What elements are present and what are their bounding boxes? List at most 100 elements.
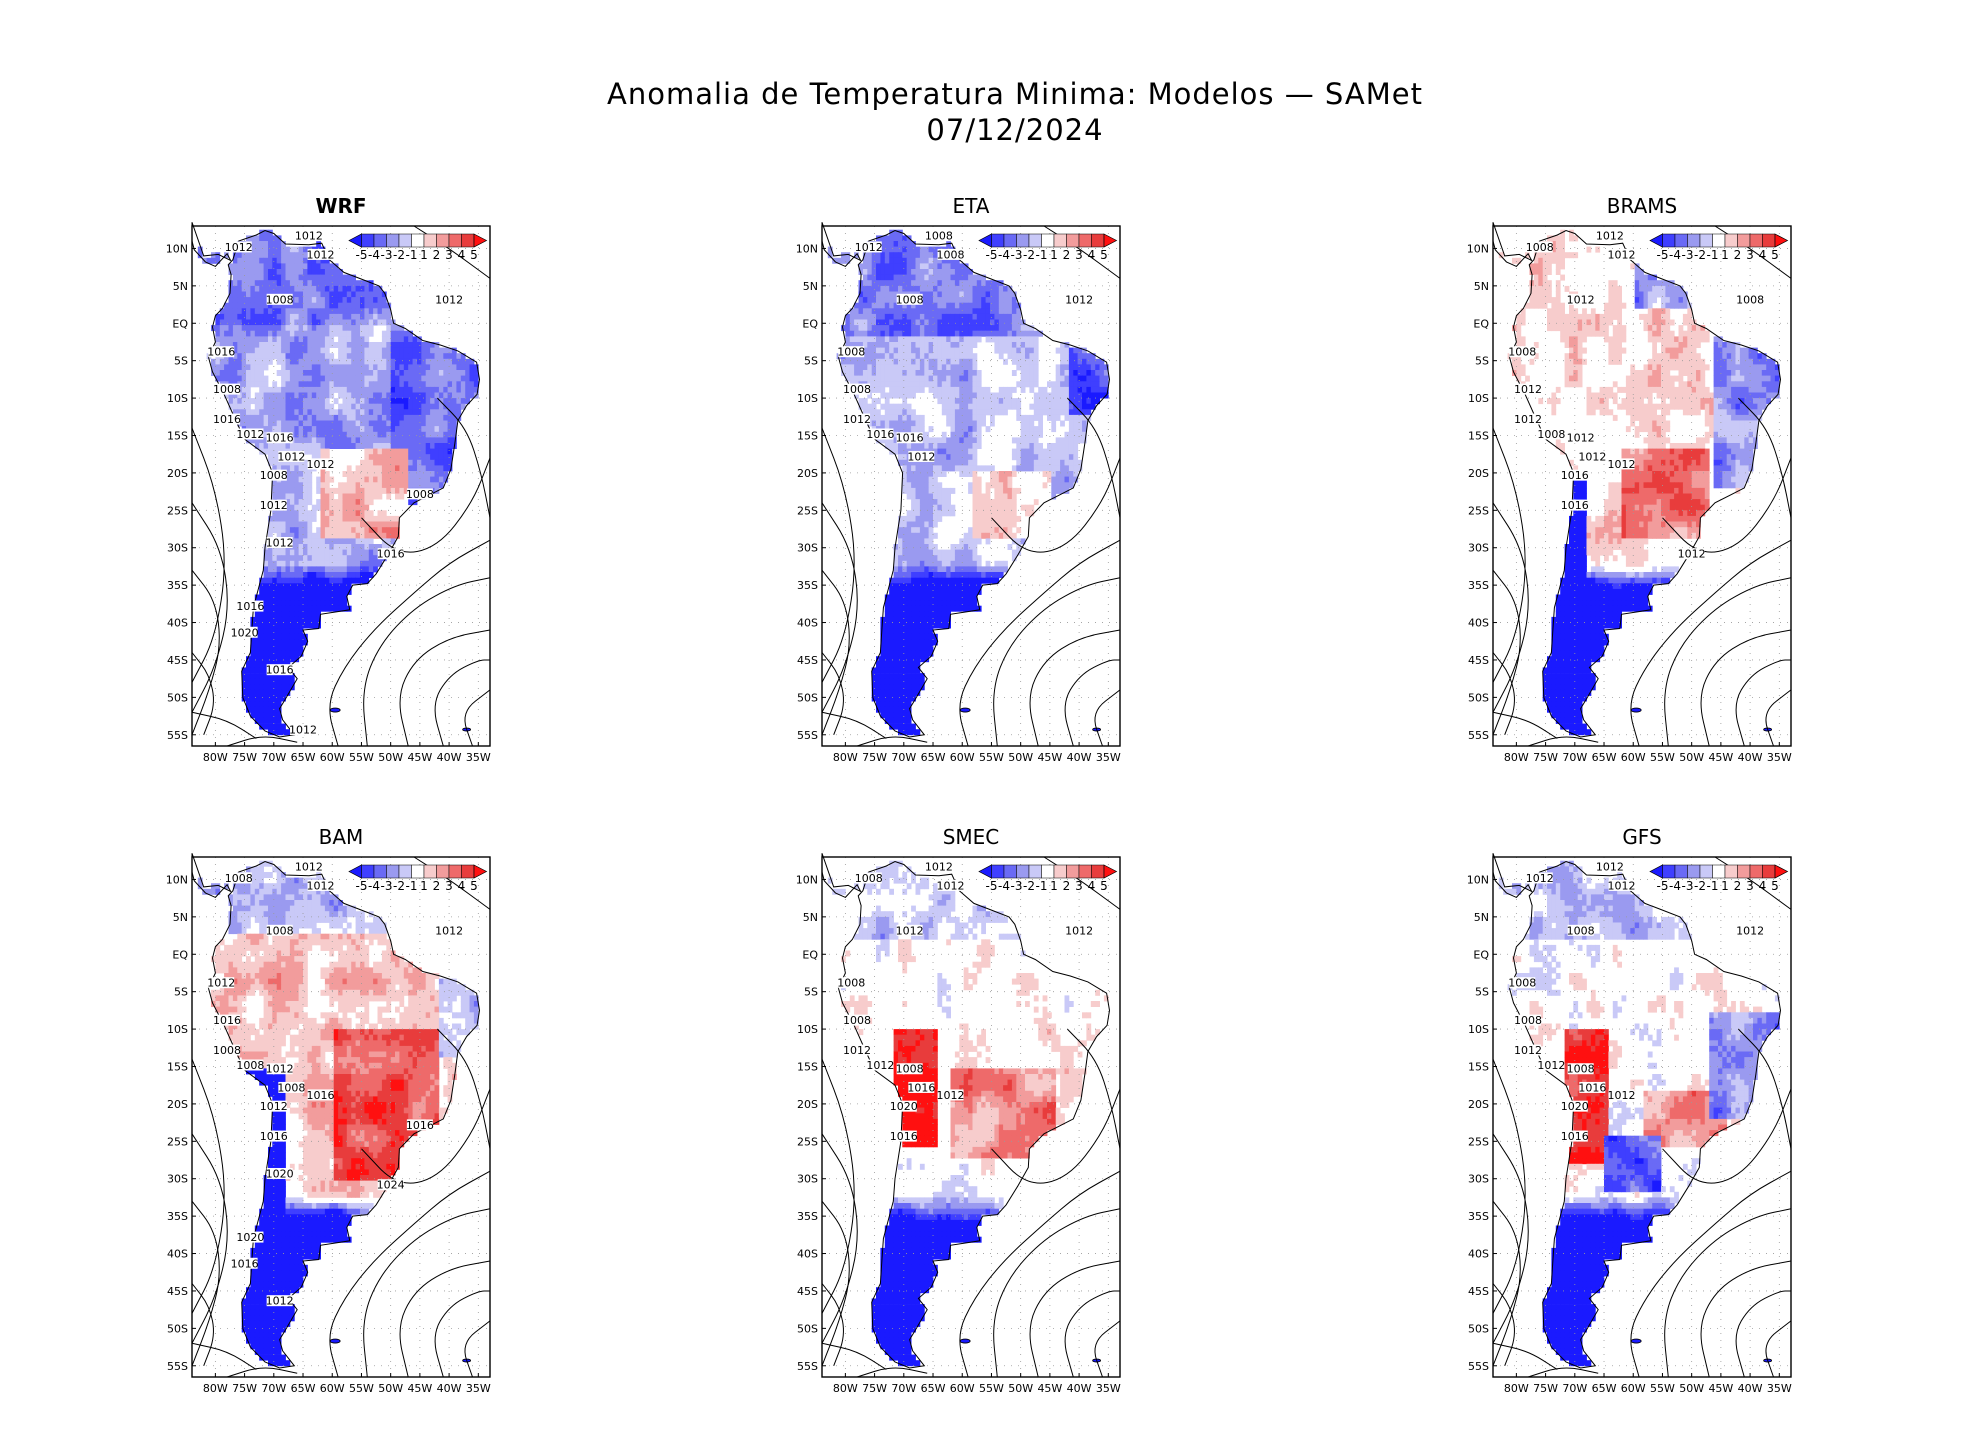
- lon-tick-label: 50W: [1008, 751, 1033, 764]
- isobar-label: 1008: [1508, 977, 1536, 990]
- lon-tick-label: 55W: [979, 1382, 1004, 1395]
- lat-tick-label: 35S: [797, 579, 818, 592]
- colorbar-label: 1: [420, 248, 428, 262]
- lon-tick-label: 35W: [466, 751, 491, 764]
- lat-tick-label: 30S: [1468, 542, 1489, 555]
- lon-tick-label: 55W: [1650, 751, 1675, 764]
- isobar-label: 1008: [266, 924, 294, 937]
- isobar-label: 1016: [890, 1130, 918, 1143]
- colorbar-label: -4: [368, 248, 380, 262]
- colorbar-label: -5: [986, 248, 998, 262]
- lat-tick-label: 45S: [167, 654, 188, 667]
- lon-tick-label: 70W: [1562, 751, 1587, 764]
- colorbar-label: 3: [1746, 248, 1754, 262]
- lon-tick-label: 65W: [291, 751, 316, 764]
- isobar-label: 1012: [266, 1295, 294, 1308]
- colorbar-label: 5: [470, 879, 478, 893]
- lon-tick-label: 55W: [979, 751, 1004, 764]
- lat-tick-label: 10S: [167, 392, 188, 405]
- colorbar-label: -5: [1657, 248, 1669, 262]
- isobar-label: 1012: [937, 879, 965, 892]
- lat-tick-label: 50S: [797, 691, 818, 704]
- isobar-label: 1012: [1578, 450, 1606, 463]
- lon-tick-label: 70W: [891, 1382, 916, 1395]
- lat-axis: 10N 5N EQ 5S 10S 15S 20S 25S 30S 35S 40S 45S 50S 55S: [166, 242, 196, 742]
- lat-tick-label: EQ: [802, 948, 818, 961]
- lon-tick-label: 45W: [407, 1382, 432, 1395]
- map-frame: [191, 856, 491, 1378]
- coastline: [837, 229, 1111, 738]
- isobar-label: 1016: [213, 413, 241, 426]
- isobar-label: 1012: [907, 450, 935, 463]
- figure-title-line1: Anomalia de Temperatura Minima: Modelos …: [607, 77, 1423, 111]
- isobar-label: 1016: [231, 1257, 259, 1270]
- lat-tick-label: 50S: [1468, 691, 1489, 704]
- colorbar-label: -2: [393, 879, 405, 893]
- map-grid: [822, 226, 1120, 746]
- lon-tick-label: 40W: [437, 1382, 462, 1395]
- lon-tick-label: 60W: [320, 751, 345, 764]
- colorbar-label: -1: [406, 879, 418, 893]
- lat-tick-label: 15S: [1468, 1060, 1489, 1073]
- lat-tick-label: 45S: [1468, 1285, 1489, 1298]
- lon-tick-label: 35W: [1096, 751, 1121, 764]
- isobar-label: 1008: [837, 346, 865, 359]
- colorbar-label: 4: [458, 248, 466, 262]
- lon-tick-label: 80W: [1504, 751, 1529, 764]
- isobar-label: 1008: [855, 872, 883, 885]
- lon-tick-label: 60W: [320, 1382, 345, 1395]
- anomaly-field: [197, 229, 479, 736]
- lat-tick-label: 10N: [166, 242, 188, 255]
- lon-tick-label: 70W: [261, 1382, 286, 1395]
- isobar-label: 1012: [1608, 248, 1636, 261]
- colorbar-label: -3: [1682, 248, 1694, 262]
- isobar-label: 1008: [213, 1044, 241, 1057]
- colorbar-label: 1: [420, 879, 428, 893]
- colorbar-label: -3: [1011, 879, 1023, 893]
- isobar-label: 1016: [377, 548, 405, 561]
- isobar-label: 1012: [277, 450, 305, 463]
- lon-tick-label: 80W: [1504, 1382, 1529, 1395]
- isobar-label: 1012: [1608, 1089, 1636, 1102]
- lat-axis: 10N 5N EQ 5S 10S 15S 20S 25S 30S 35S 40S 45S 50S 55S: [166, 873, 196, 1373]
- isobar-label: 1012: [1608, 879, 1636, 892]
- colorbar-label: -1: [1036, 879, 1048, 893]
- lat-tick-label: 10N: [166, 873, 188, 886]
- lon-tick-label: 65W: [921, 1382, 946, 1395]
- colorbar-label: -3: [1682, 879, 1694, 893]
- lat-tick-label: 5N: [173, 911, 188, 924]
- lat-tick-label: 30S: [797, 1173, 818, 1186]
- lat-tick-label: 40S: [797, 1248, 818, 1261]
- colorbar-label: 3: [1746, 879, 1754, 893]
- colorbar-label: -4: [998, 879, 1010, 893]
- isobar-label: 1008: [896, 293, 924, 306]
- lat-axis: 10N 5N EQ 5S 10S 15S 20S 25S 30S 35S 40S 45S 50S 55S: [796, 873, 826, 1373]
- lon-tick-label: 35W: [1767, 1382, 1792, 1395]
- coastline-central-america: [1492, 222, 1533, 268]
- colorbar-label: 2: [433, 879, 441, 893]
- lat-tick-label: 15S: [167, 429, 188, 442]
- panel-title-gfs: GFS: [1622, 825, 1662, 849]
- isobars: 1008 1008 1012 1008 1012 1008 1008 1012 1016 1016…: [821, 225, 1121, 747]
- lon-tick-label: 50W: [1008, 1382, 1033, 1395]
- lat-tick-label: 10S: [797, 1023, 818, 1036]
- lon-axis: 80W 75W 70W 65W 60W 55W 50W 45W 40W 35W: [833, 742, 1121, 764]
- lat-tick-label: 55S: [797, 729, 818, 742]
- panel-title-bam: BAM: [318, 825, 364, 849]
- lat-tick-label: 25S: [1468, 1135, 1489, 1148]
- lon-axis: 80W 75W 70W 65W 60W 55W 50W 45W 40W 35W: [203, 1373, 491, 1395]
- colorbar-label: 2: [1734, 248, 1742, 262]
- isobar-label: 1008: [236, 1059, 264, 1072]
- lat-axis: 10N 5N EQ 5S 10S 15S 20S 25S 30S 35S 40S 45S 50S 55S: [1467, 242, 1497, 742]
- isobar-label: 1012: [1537, 1059, 1565, 1072]
- colorbar-label: 5: [1771, 879, 1779, 893]
- colorbar-label: 3: [1075, 879, 1083, 893]
- isobar-label: 1012: [1736, 924, 1764, 937]
- colorbar-label: -2: [1023, 879, 1035, 893]
- lat-tick-label: 40S: [167, 1248, 188, 1261]
- isobar-label: 1020: [236, 1231, 264, 1244]
- colorbar-label: 4: [1088, 879, 1096, 893]
- lat-tick-label: 10N: [1467, 242, 1489, 255]
